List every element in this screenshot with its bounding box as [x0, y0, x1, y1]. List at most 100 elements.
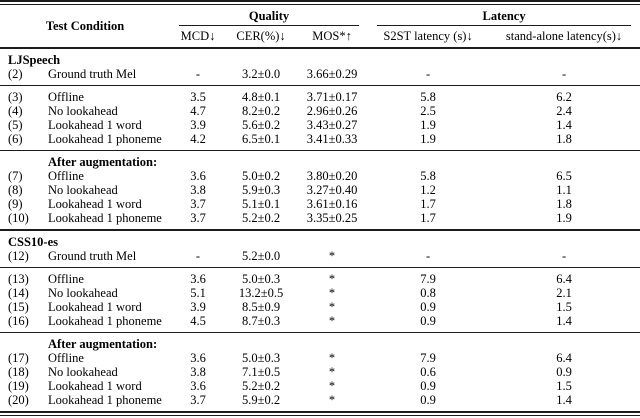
mos-cell: *: [328, 365, 336, 379]
standalone-latency-cell: 6.4: [556, 351, 572, 365]
mcd-cell: 3.8: [190, 183, 206, 197]
s2st-latency-cell: 0.9: [420, 300, 436, 314]
cer-cell: 5.6±0.2: [241, 118, 281, 132]
mos-cell: 3.61±0.16: [306, 197, 358, 211]
standalone-latency-cell: 1.5: [556, 379, 572, 393]
standalone-latency-cell: -: [561, 67, 567, 81]
mos-cell: 3.66±0.29: [306, 67, 358, 81]
mcd-cell: 3.7: [190, 211, 206, 225]
mos-cell: *: [328, 300, 336, 314]
cer-cell: 5.9±0.2: [241, 393, 281, 407]
cer-cell: 4.8±0.1: [226, 85, 297, 104]
mcd-cell: 3.6: [170, 267, 227, 286]
table-row: (4) No lookahead 4.7 8.2±0.2 2.96±0.26 2.5 2.4: [0, 104, 640, 118]
standalone-latency-cell: 1.8: [556, 197, 572, 211]
s2st-latency-cell: 2.5: [420, 104, 436, 118]
column-header-cer: CER(%)↓: [226, 26, 297, 49]
s2st-latency-cell: 5.8: [420, 169, 436, 183]
subsection-title: After augmentation:: [42, 150, 640, 169]
row-id-cell: [0, 332, 42, 351]
mos-cell: 3.71±0.17: [296, 85, 369, 104]
mos-cell: *: [328, 314, 336, 328]
standalone-latency-cell: 1.1: [556, 183, 572, 197]
mcd-cell: 3.7: [190, 197, 206, 211]
table-row: (18) No lookahead 3.8 7.1±0.5 * 0.6 0.9: [0, 365, 640, 379]
column-header-test-condition: Test Condition: [0, 5, 171, 49]
standalone-latency-cell: 6.4: [488, 267, 640, 286]
section-title-row: CSS10-es: [0, 229, 640, 249]
table-row: (12) Ground truth Mel - 5.2±0.0 * - -: [0, 249, 640, 268]
mos-cell: *: [296, 267, 369, 286]
table-row: (17) Offline 3.6 5.0±0.3 * 7.9 6.4: [0, 351, 640, 365]
column-group-quality: Quality: [170, 5, 368, 26]
standalone-latency-cell: 6.5: [556, 169, 572, 183]
header-subcolumn-row: MCD↓ CER(%)↓ MOS*↑ S2ST latency (s)↓ sta…: [0, 26, 640, 49]
cer-cell: 5.2±0.2: [241, 379, 281, 393]
standalone-latency-cell: 1.4: [556, 393, 572, 407]
mcd-cell: 5.1: [190, 286, 206, 300]
table-row: (7) Offline 3.6 5.0±0.2 3.80±0.20 5.8 6.5: [0, 169, 640, 183]
s2st-latency-cell: 7.9: [368, 267, 489, 286]
row-id-cell: (14): [8, 286, 29, 300]
mcd-cell: 3.8: [190, 365, 206, 379]
cer-cell: 5.2±0.2: [241, 211, 281, 225]
mcd-cell: -: [195, 249, 201, 263]
table-row: (14) No lookahead 5.1 13.2±0.5 * 0.8 2.1: [0, 286, 640, 300]
mcd-cell: 3.7: [190, 393, 206, 407]
header-group-row: Test Condition Quality Latency: [0, 5, 640, 49]
table-row: (19) Lookahead 1 word 3.6 5.2±0.2 * 0.9 1.5: [0, 379, 640, 393]
latency-group-label: Latency: [377, 5, 632, 26]
quality-group-label: Quality: [179, 5, 360, 26]
section-title: CSS10-es: [0, 229, 640, 249]
mos-cell: *: [328, 379, 336, 393]
section-title: LJSpeech: [8, 53, 61, 67]
condition-cell: Lookahead 1 phoneme: [48, 314, 162, 328]
mcd-cell: 4.5: [190, 314, 206, 328]
s2st-latency-cell: -: [425, 249, 431, 263]
s2st-latency-cell: 0.9: [420, 393, 436, 407]
table-row: (13) Offline 3.6 5.0±0.3 * 7.9 6.4: [0, 267, 640, 286]
row-id-cell: (20): [8, 393, 29, 407]
condition-cell: Lookahead 1 word: [48, 300, 142, 314]
condition-cell: Offline: [42, 85, 171, 104]
cer-cell: 13.2±0.5: [238, 286, 284, 300]
table-row: (2) Ground truth Mel - 3.2±0.0 3.66±0.29 - -: [0, 67, 640, 86]
s2st-latency-cell: 1.2: [420, 183, 436, 197]
cer-cell: 7.1±0.5: [241, 365, 281, 379]
subsection-title: After augmentation:: [42, 332, 640, 351]
cer-cell: 8.5±0.9: [241, 300, 281, 314]
row-id-cell: (4): [8, 104, 23, 118]
table-row: (15) Lookahead 1 word 3.9 8.5±0.9 * 0.9 1.5: [0, 300, 640, 314]
standalone-latency-cell: 6.2: [488, 85, 640, 104]
mcd-cell: 3.9: [190, 118, 206, 132]
table-header: Test Condition Quality Latency MCD↓ CER(…: [0, 5, 640, 49]
cer-cell: 5.9±0.3: [241, 183, 281, 197]
table-row: (10) Lookahead 1 phoneme 3.7 5.2±0.2 3.35±0.…: [0, 211, 640, 230]
mos-cell: 3.41±0.33: [306, 132, 358, 146]
s2st-latency-cell: 0.8: [420, 286, 436, 300]
row-id-cell: (18): [8, 365, 29, 379]
row-id-cell: (9): [8, 197, 23, 211]
condition-cell: No lookahead: [48, 286, 118, 300]
row-id-cell: (13): [0, 267, 42, 286]
row-id-cell: (6): [8, 132, 23, 146]
condition-cell: Lookahead 1 phoneme: [48, 132, 162, 146]
condition-cell: Ground truth Mel: [48, 67, 137, 81]
mcd-cell: 3.6: [190, 351, 206, 365]
results-table: Test Condition Quality Latency MCD↓ CER(…: [0, 5, 640, 411]
standalone-latency-cell: 1.8: [556, 132, 572, 146]
column-header-mcd: MCD↓: [170, 26, 227, 49]
standalone-latency-cell: 1.9: [556, 211, 572, 225]
table-row: (6) Lookahead 1 phoneme 4.2 6.5±0.1 3.41±0.3…: [0, 132, 640, 151]
s2st-latency-cell: 0.6: [420, 365, 436, 379]
mcd-cell: 4.7: [190, 104, 206, 118]
table-row: (8) No lookahead 3.8 5.9±0.3 3.27±0.40 1.2 1.1: [0, 183, 640, 197]
standalone-latency-cell: 0.9: [556, 365, 572, 379]
s2st-latency-cell: 1.9: [420, 118, 436, 132]
mos-cell: *: [328, 393, 336, 407]
row-id-cell: (7): [8, 169, 23, 183]
row-id-cell: (19): [8, 379, 29, 393]
condition-cell: Offline: [48, 351, 84, 365]
table-row: (9) Lookahead 1 word 3.7 5.1±0.1 3.61±0.16 1.…: [0, 197, 640, 211]
